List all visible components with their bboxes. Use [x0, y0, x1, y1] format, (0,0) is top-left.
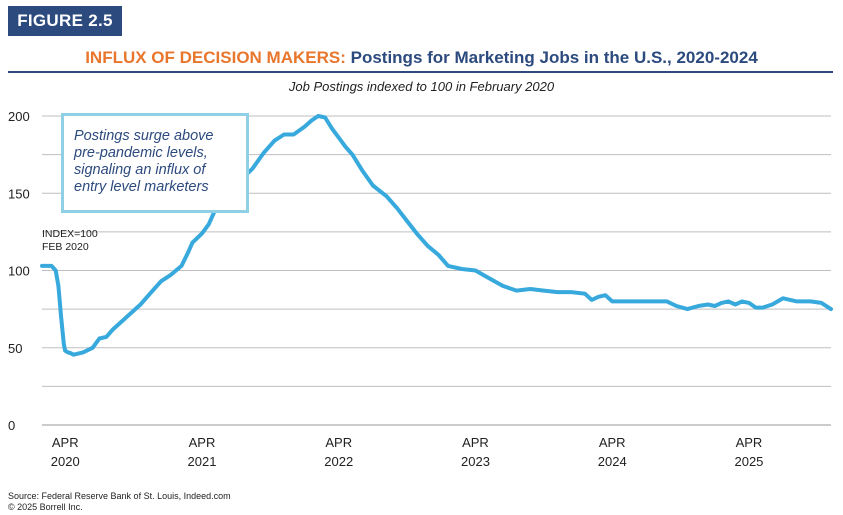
x-tick-month-0: APR	[52, 435, 79, 450]
x-tick-month-3: APR	[462, 435, 489, 450]
series-layer	[40, 114, 833, 357]
chart-subtitle: Job Postings indexed to 100 in February …	[288, 79, 555, 94]
title-lead: INFLUX OF DECISION MAKERS:	[85, 48, 346, 67]
title-divider	[8, 71, 833, 73]
x-tick-month-4: APR	[599, 435, 626, 450]
source-line: Source: Federal Reserve Bank of St. Loui…	[8, 491, 231, 501]
x-tick-year-2: 2022	[324, 454, 353, 469]
y-axis-tick-labels: 0 50 100 150 200	[8, 109, 30, 433]
annotation-callout: Postings surge above pre-pandemic levels…	[61, 113, 249, 213]
series-line-0	[40, 114, 833, 357]
y-tick-label-0: 0	[8, 418, 15, 433]
copyright-line: © 2025 Borrell Inc.	[8, 502, 83, 512]
x-tick-year-0: 2020	[51, 454, 80, 469]
source-note: Source: Federal Reserve Bank of St. Loui…	[8, 491, 231, 513]
x-axis-tick-labels: APR 2020 APR 2021 APR 2022 APR 2023 APR 2024 APR 20…	[51, 435, 764, 469]
x-tick-year-1: 2021	[188, 454, 217, 469]
chart-title: INFLUX OF DECISION MAKERS: Postings for …	[0, 48, 843, 68]
y-tick-label-100: 100	[8, 264, 30, 279]
index-note-line2: FEB 2020	[42, 241, 89, 253]
title-rest: Postings for Marketing Jobs in the U.S.,…	[350, 48, 758, 67]
x-tick-month-5: APR	[736, 435, 763, 450]
x-tick-year-4: 2024	[598, 454, 627, 469]
index-note-line1: INDEX=100	[42, 228, 98, 240]
x-tick-month-2: APR	[325, 435, 352, 450]
y-tick-label-200: 200	[8, 109, 30, 124]
x-tick-year-5: 2025	[734, 454, 763, 469]
figure-label: FIGURE 2.5	[8, 6, 122, 36]
x-tick-year-3: 2023	[461, 454, 490, 469]
y-tick-label-150: 150	[8, 186, 30, 201]
index-baseline-note: INDEX=100 FEB 2020	[42, 228, 98, 254]
y-tick-label-50: 50	[8, 341, 22, 356]
x-tick-month-1: APR	[189, 435, 216, 450]
